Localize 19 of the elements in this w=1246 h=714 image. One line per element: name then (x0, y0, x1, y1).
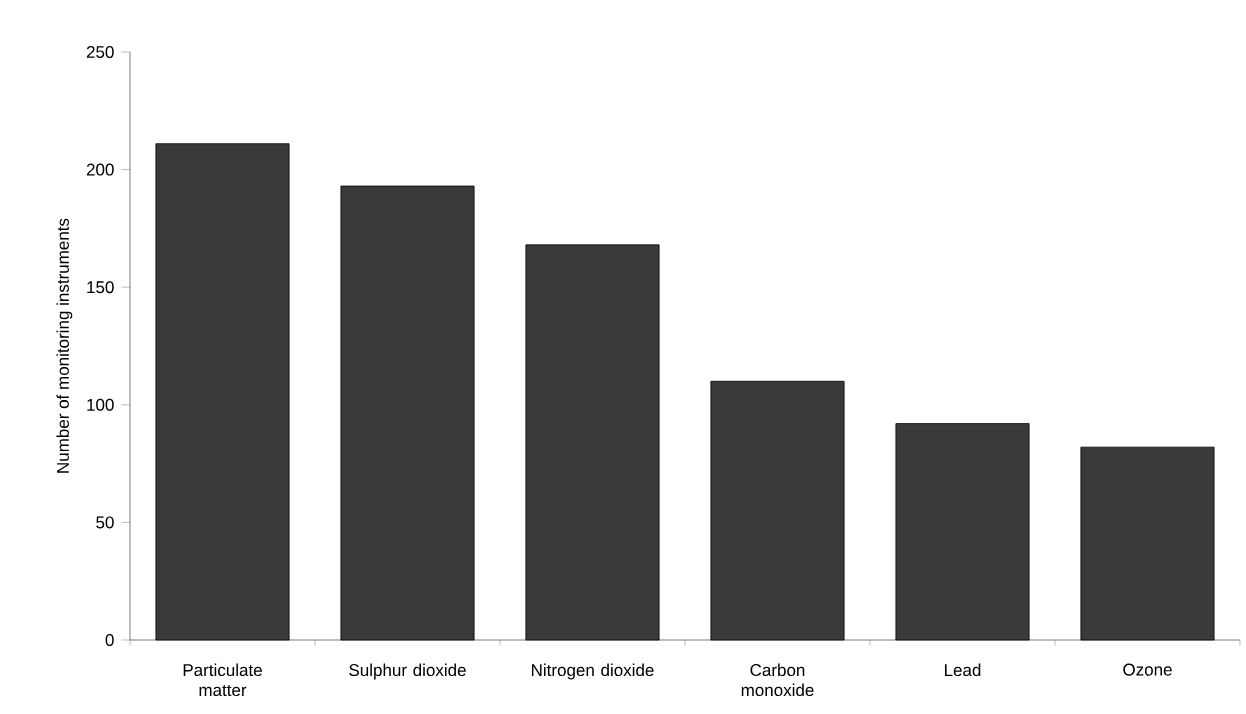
x-tick-label: Lead (944, 663, 981, 677)
y-tick-label: 250 (86, 46, 114, 59)
bar (340, 185, 475, 641)
bar (895, 423, 1030, 641)
y-tick-label: 150 (87, 281, 114, 294)
x-tick-label: Ozone (1123, 663, 1172, 676)
bar (525, 244, 660, 641)
bar (155, 143, 290, 641)
x-tick-label: Carbon monoxide (741, 663, 814, 697)
bar (710, 380, 845, 641)
y-tick-label: 50 (96, 516, 114, 529)
x-tick-label: Particulate matter (183, 663, 262, 697)
y-axis-title: Number of monitoring instruments (56, 218, 73, 473)
y-tick-label: 200 (86, 163, 114, 176)
bar (1080, 446, 1215, 641)
y-tick-label: 100 (87, 398, 114, 411)
x-tick-label: Nitrogen dioxide (531, 663, 654, 680)
y-tick-label: 0 (105, 634, 114, 647)
x-tick-label: Sulphur dioxide (349, 663, 466, 680)
